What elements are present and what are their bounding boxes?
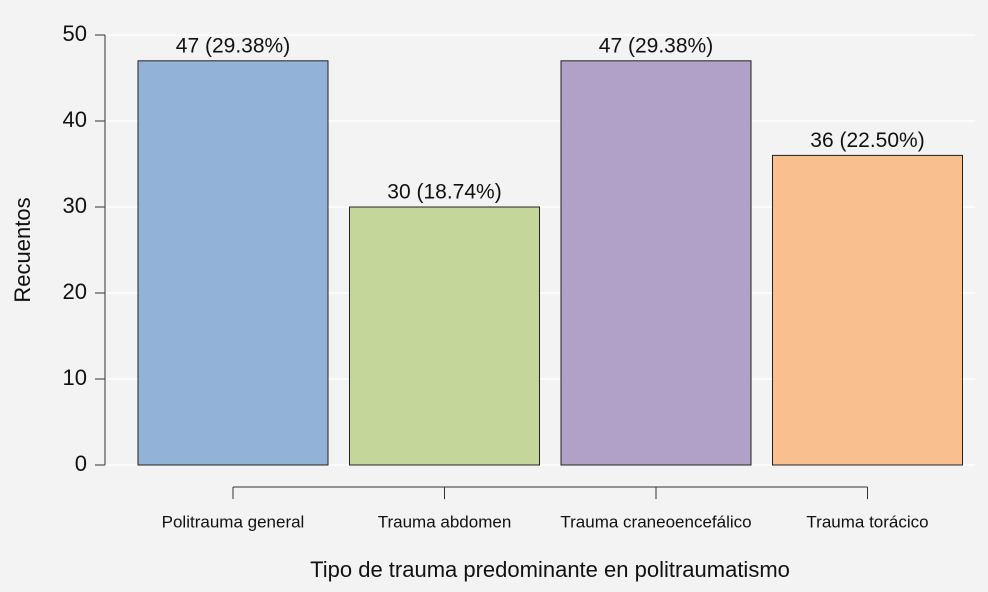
bar — [772, 154, 963, 466]
bar — [137, 60, 329, 466]
y-tick-label: 30 — [63, 193, 87, 218]
data-label: 36 (22.50%) — [810, 129, 924, 152]
bar — [560, 60, 752, 466]
y-tick-label: 10 — [63, 365, 87, 390]
data-label: 47 (29.38%) — [176, 34, 290, 57]
x-tick-label: Trauma craneoencefálico — [560, 512, 751, 531]
y-tick-label: 20 — [63, 279, 87, 304]
data-label: 47 (29.38%) — [599, 34, 713, 57]
bar — [349, 206, 540, 466]
y-tick-label: 0 — [75, 451, 87, 476]
y-tick-label: 40 — [63, 107, 87, 132]
x-axis-label: Tipo de trauma predominante en politraum… — [310, 557, 790, 582]
y-axis-label: Recuentos — [10, 197, 35, 302]
y-tick-label: 50 — [63, 21, 87, 46]
data-label: 30 (18.74%) — [387, 181, 501, 204]
x-tick-label: Politrauma general — [162, 512, 305, 531]
x-tick-label: Trauma torácico — [806, 512, 928, 531]
x-tick-label: Trauma abdomen — [378, 512, 512, 531]
